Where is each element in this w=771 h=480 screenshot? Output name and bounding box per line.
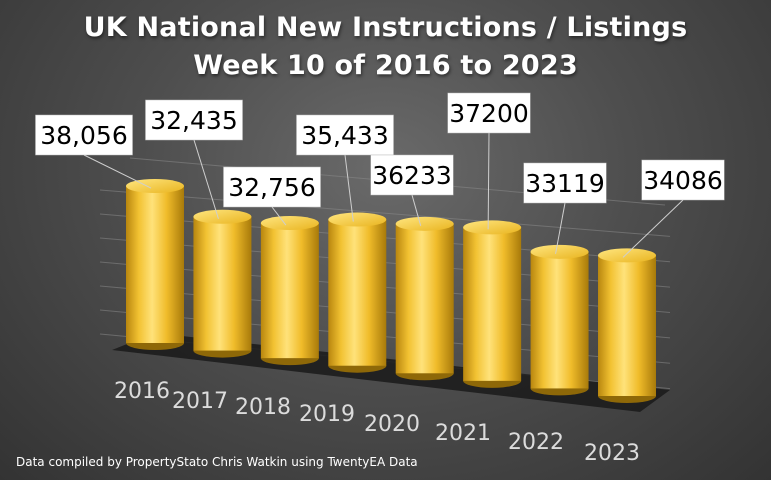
data-label-2019: 35,433	[296, 114, 394, 156]
data-label-2016: 38,056	[35, 114, 133, 156]
tick-label-2022: 2022	[508, 430, 564, 455]
data-label-2017: 32,435	[145, 99, 243, 141]
svg-text:32,435: 32,435	[150, 106, 237, 135]
svg-text:34086: 34086	[643, 166, 723, 195]
chart-floor	[112, 333, 670, 412]
tick-label-2019: 2019	[299, 402, 355, 427]
svg-text:36233: 36233	[372, 161, 452, 190]
leader-line-2020	[411, 194, 422, 226]
chart-subtitle: Week 10 of 2016 to 2023	[193, 50, 578, 81]
tick-label-2020: 2020	[364, 412, 420, 437]
tick-label-2018: 2018	[235, 395, 291, 420]
tick-label-2023: 2023	[584, 441, 640, 466]
bar-2016	[126, 179, 184, 350]
leader-line-2021	[487, 132, 490, 230]
tick-label-2016: 2016	[114, 379, 170, 404]
data-label-2018: 32,756	[223, 166, 321, 208]
leader-line-2022	[555, 202, 566, 254]
data-label-2021: 37200	[447, 92, 531, 134]
svg-text:37200: 37200	[449, 99, 529, 128]
bar-2021	[463, 220, 522, 388]
bar-2017	[193, 209, 252, 358]
leader-line-2019	[344, 154, 354, 222]
leader-line-2018	[271, 206, 287, 226]
bars	[126, 179, 656, 403]
bar-2020	[395, 216, 454, 381]
bar-2023	[598, 248, 656, 403]
chart-title: UK National New Instructions / Listings	[83, 12, 688, 43]
bar-2018	[260, 216, 319, 366]
label-leader-lines	[83, 132, 684, 258]
svg-text:35,433: 35,433	[301, 121, 388, 150]
svg-text:33119: 33119	[525, 169, 605, 198]
leader-line-2017	[193, 139, 219, 219]
bar-2022	[530, 244, 589, 396]
leader-line-2023	[622, 199, 684, 258]
data-labels: 38,056 32,435 32,756 35,433 36233 37200 33119 3…	[35, 92, 725, 208]
svg-text:32,756: 32,756	[228, 173, 315, 202]
source-note: Data compiled by PropertyStato Chris Wat…	[16, 455, 418, 469]
tick-label-2017: 2017	[172, 389, 228, 414]
data-label-2023: 34086	[641, 159, 725, 201]
svg-text:38,056: 38,056	[40, 121, 127, 150]
tick-label-2021: 2021	[435, 421, 491, 446]
bar-2019	[328, 212, 387, 373]
data-label-2020: 36233	[370, 154, 454, 196]
floor-plane	[112, 333, 670, 412]
leader-line-2016	[83, 154, 152, 189]
gridline	[99, 189, 671, 237]
data-label-2022: 33119	[523, 162, 607, 204]
x-axis-ticks: 2016 2017 2018 2019 2020 2021 2022 2023	[114, 379, 640, 466]
